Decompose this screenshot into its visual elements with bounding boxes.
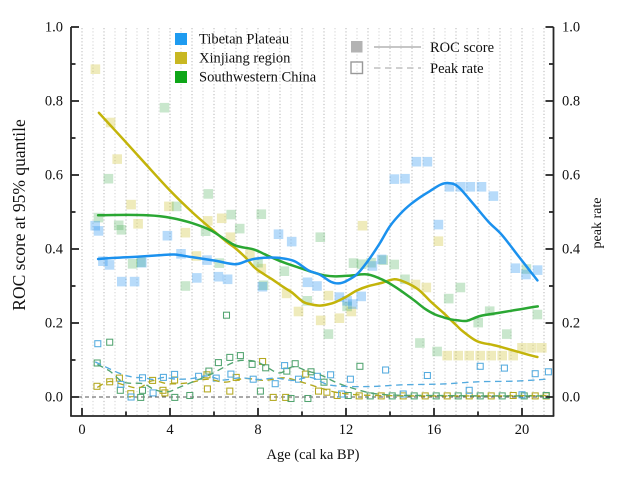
svg-text:0.2: 0.2: [45, 316, 63, 332]
svg-text:Age (cal ka BP): Age (cal ka BP): [266, 447, 359, 463]
svg-text:16: 16: [427, 422, 442, 438]
svg-text:0.4: 0.4: [45, 242, 64, 258]
svg-text:8: 8: [254, 422, 261, 438]
svg-text:0.8: 0.8: [562, 94, 580, 110]
svg-text:0.2: 0.2: [562, 316, 580, 332]
svg-text:0: 0: [78, 422, 85, 438]
svg-text:0.8: 0.8: [45, 94, 63, 110]
svg-text:peak rate: peak rate: [590, 198, 605, 249]
svg-text:0.0: 0.0: [45, 390, 63, 406]
svg-text:4: 4: [166, 422, 174, 438]
svg-text:Peak rate: Peak rate: [430, 61, 484, 77]
svg-text:0.6: 0.6: [45, 168, 63, 184]
svg-text:0.4: 0.4: [562, 242, 581, 258]
svg-text:Xinjiang region: Xinjiang region: [199, 51, 291, 67]
svg-text:0.6: 0.6: [562, 168, 580, 184]
svg-text:Tibetan Plateau: Tibetan Plateau: [199, 32, 289, 48]
svg-text:20: 20: [515, 422, 530, 438]
svg-text:ROC score at 95% quantile: ROC score at 95% quantile: [9, 119, 29, 311]
svg-text:Southwestern China: Southwestern China: [199, 70, 317, 86]
svg-text:1.0: 1.0: [562, 20, 580, 36]
svg-text:ROC score: ROC score: [430, 40, 494, 56]
svg-text:12: 12: [339, 422, 354, 438]
svg-text:0.0: 0.0: [562, 390, 580, 406]
svg-text:1.0: 1.0: [45, 20, 63, 36]
